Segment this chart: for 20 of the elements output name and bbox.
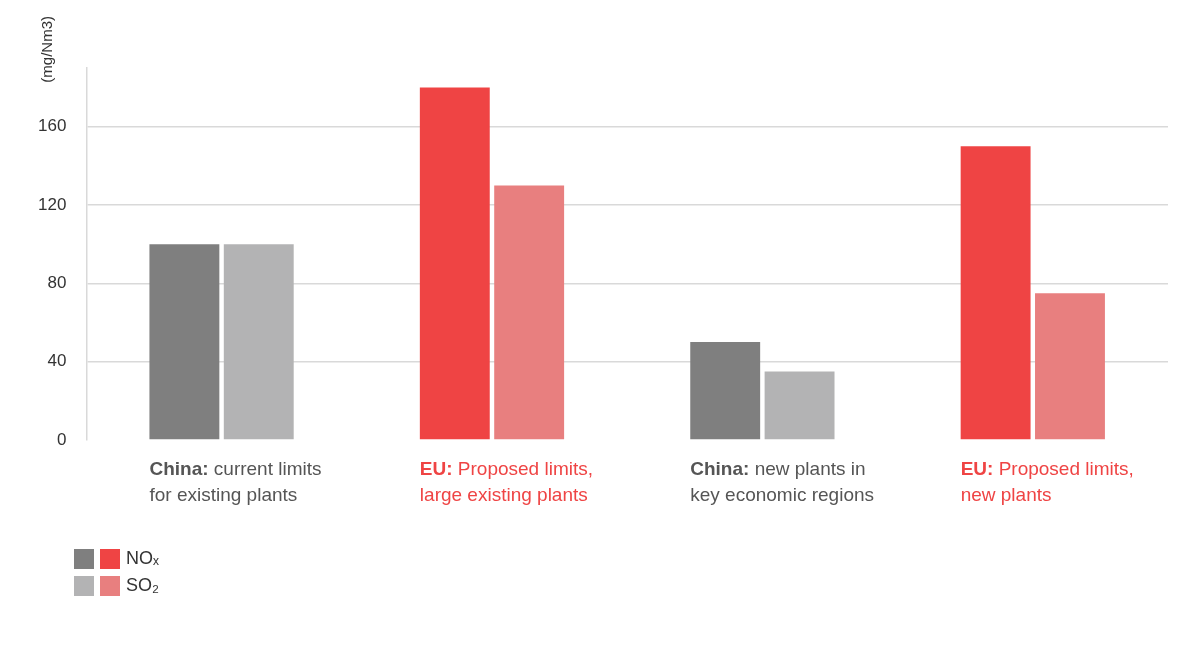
bar xyxy=(764,371,835,440)
bar xyxy=(223,244,294,440)
category-label: China: current limits for existing plants xyxy=(149,457,322,505)
bar xyxy=(494,185,565,440)
bar xyxy=(419,87,490,440)
legend-label: NOₓ xyxy=(126,548,159,569)
bar xyxy=(960,146,1031,440)
y-tick-label: 120 xyxy=(37,194,67,214)
bar xyxy=(690,342,761,440)
bar xyxy=(149,244,220,440)
y-axis-title: (mg/Nm3) xyxy=(38,16,56,83)
y-tick-label: 40 xyxy=(47,351,67,371)
legend-label: SO₂ xyxy=(126,575,159,596)
y-tick-label: 0 xyxy=(56,429,67,449)
bar xyxy=(1035,293,1105,440)
category-label: EU: Proposed limits, new plants xyxy=(960,457,1134,505)
category-label: EU: Proposed limits, large existing plants xyxy=(419,457,594,505)
category-label: China: new plants in key economic regions xyxy=(690,457,875,505)
y-tick-label: 160 xyxy=(37,116,67,136)
y-tick-label: 80 xyxy=(47,273,67,293)
